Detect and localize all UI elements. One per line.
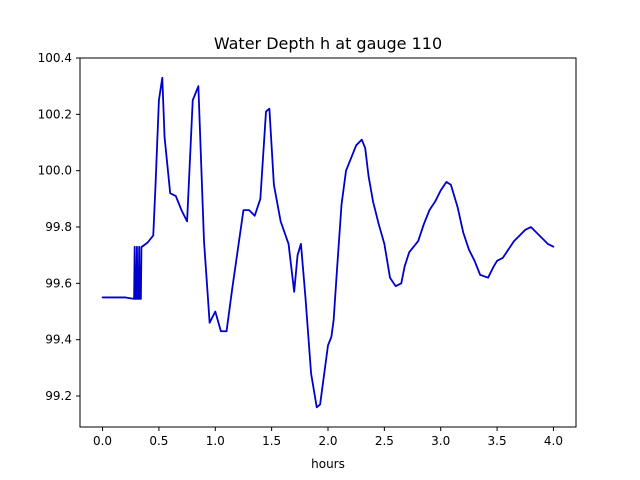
y-axis: 99.2 99.4 99.6 99.8 100.0 100.2 100.4 xyxy=(38,51,80,403)
y-tick-label: 100.2 xyxy=(38,107,72,121)
x-tick-label: 1.5 xyxy=(262,434,281,448)
x-tick-label: 0.0 xyxy=(93,434,112,448)
x-tick-label: 1.0 xyxy=(206,434,225,448)
y-tick-label: 100.4 xyxy=(38,51,72,65)
y-tick-label: 100.0 xyxy=(38,164,72,178)
x-tick-label: 3.5 xyxy=(488,434,507,448)
y-tick-label: 99.4 xyxy=(45,333,72,347)
x-tick-label: 3.0 xyxy=(431,434,450,448)
series-line-water-depth xyxy=(101,76,555,409)
x-tick-label: 2.0 xyxy=(318,434,337,448)
x-tick-label: 4.0 xyxy=(544,434,563,448)
x-tick-label: 0.5 xyxy=(149,434,168,448)
y-tick-label: 99.6 xyxy=(45,276,72,290)
chart-title: Water Depth h at gauge 110 xyxy=(214,34,442,53)
series-layer xyxy=(101,76,555,409)
x-tick-label: 2.5 xyxy=(375,434,394,448)
x-axis-label: hours xyxy=(311,457,345,471)
y-tick-label: 99.2 xyxy=(45,389,72,403)
x-axis: 0.0 0.5 1.0 1.5 2.0 2.5 3.0 3.5 4.0 xyxy=(93,427,563,448)
y-tick-label: 99.8 xyxy=(45,220,72,234)
